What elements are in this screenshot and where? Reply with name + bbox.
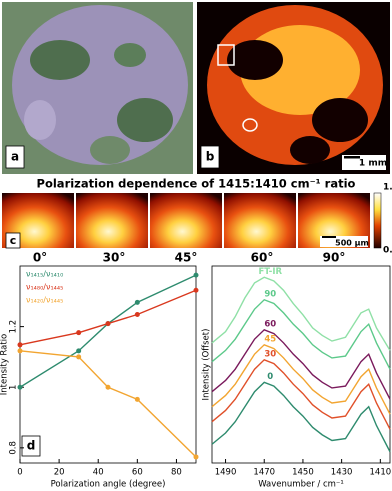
x-axis-label: Wavenumber / cm⁻¹ (258, 480, 344, 490)
data-point (17, 348, 23, 354)
y-axis-label: Intensity Ratio (0, 334, 10, 396)
data-point (134, 396, 140, 402)
scale-bar-label: 500 µm (335, 239, 369, 248)
figure-title: Polarization dependence of 1415:1410 cm⁻… (37, 177, 356, 191)
y-tick-label: 1 (9, 385, 19, 390)
data-point (105, 384, 111, 390)
legend-entry: ν₁₄₈₀/ν₁₄₄₅ (26, 283, 63, 292)
x-tick-label: 40 (93, 468, 104, 478)
plot-frame (19, 265, 197, 464)
series-line (211, 276, 391, 351)
series-line (211, 343, 391, 415)
label-box (21, 435, 41, 457)
data-point (193, 454, 199, 460)
series-line (211, 328, 391, 400)
x-tick-label: 20 (54, 468, 65, 478)
x-tick-label: 1410 (370, 468, 392, 478)
angle-label: 30° (103, 251, 126, 265)
series-label: 90 (264, 289, 276, 299)
data-point (193, 287, 199, 293)
panel-label: a (11, 150, 19, 164)
data-point (76, 348, 82, 354)
series-label: FT-IR (258, 267, 282, 277)
image-c (2, 192, 382, 249)
legend-entry: ν₁₄₁₅/ν₁₄₁₀ (26, 270, 63, 279)
x-tick-label: 1470 (253, 468, 275, 478)
x-tick-label: 1490 (215, 468, 237, 478)
data-point (134, 311, 140, 317)
data-point (17, 384, 23, 390)
series-line (19, 274, 197, 388)
y-tick-label: 1.2 (9, 320, 19, 334)
angle-label: 60° (251, 251, 274, 265)
data-point (76, 330, 82, 336)
series-label: 30 (264, 349, 276, 359)
data-point (17, 342, 23, 348)
series-line (211, 358, 391, 430)
y-tick-label: 0.8 (9, 441, 19, 455)
angle-label: 45° (175, 251, 198, 265)
series-line (211, 381, 391, 453)
image-a (2, 2, 193, 174)
plot-frame (211, 265, 391, 464)
series-line (19, 350, 197, 458)
panel-label: b (206, 150, 215, 164)
data-point (134, 299, 140, 305)
series-label: 0 (267, 372, 273, 382)
angle-label: 0° (33, 251, 47, 265)
y-axis-label: Intensity (Offset) (202, 329, 212, 401)
x-tick-label: 60 (132, 468, 143, 478)
colorbar-max: 1.2 (383, 183, 392, 193)
data-point (76, 354, 82, 360)
series-line (211, 298, 391, 370)
angle-label: 90° (323, 251, 346, 265)
panel-label: c (10, 234, 17, 247)
x-tick-label: 1450 (292, 468, 314, 478)
data-point (105, 321, 111, 327)
legend-entry: ν₁₄₂₀/ν₁₄₄₅ (26, 296, 63, 305)
x-tick-label: 0 (17, 468, 22, 478)
series-label: 60 (264, 319, 276, 329)
x-axis-label: Polarization angle (degree) (51, 480, 166, 490)
panel-label: d (27, 439, 36, 453)
data-point (193, 272, 199, 278)
colorbar-min: 0.6 (383, 246, 392, 256)
x-tick-label: 80 (171, 468, 182, 478)
scale-bar-label: 1 mm (359, 159, 387, 169)
image-b (197, 2, 390, 174)
series-label: 45 (264, 334, 276, 344)
x-tick-label: 1430 (331, 468, 353, 478)
